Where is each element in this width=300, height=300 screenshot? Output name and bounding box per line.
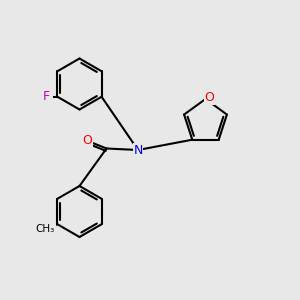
Text: F: F bbox=[43, 90, 50, 103]
Text: CH₃: CH₃ bbox=[36, 224, 55, 234]
Text: O: O bbox=[82, 134, 92, 147]
Text: N: N bbox=[133, 143, 143, 157]
Text: O: O bbox=[204, 91, 214, 104]
